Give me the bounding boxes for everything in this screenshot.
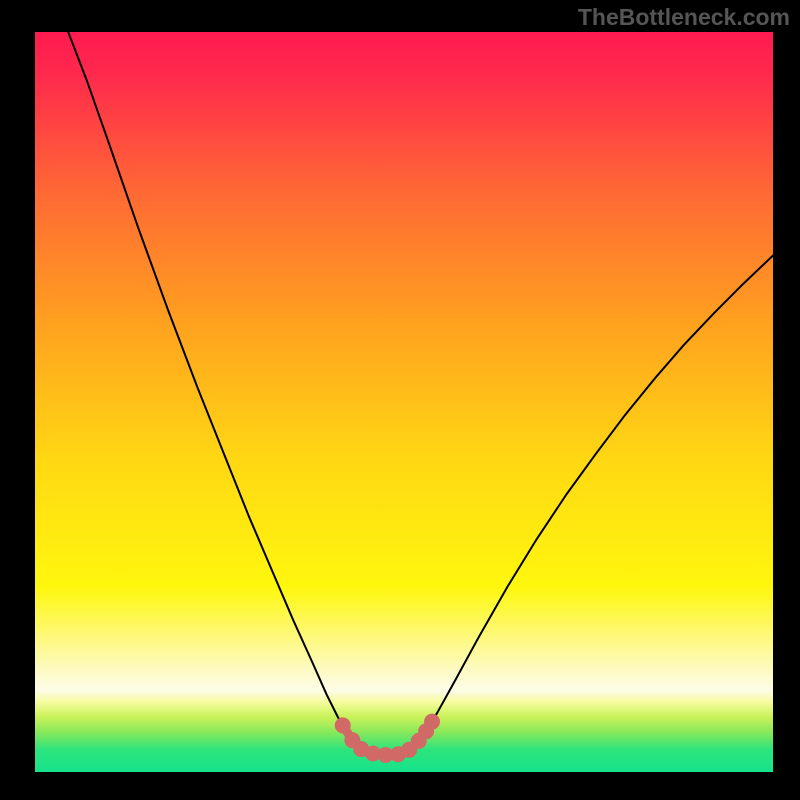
bottleneck-chart (35, 32, 773, 772)
optimal-range-marker (424, 714, 440, 730)
optimal-range-marker (335, 717, 351, 733)
chart-background-gradient (35, 32, 773, 772)
watermark-text: TheBottleneck.com (578, 4, 790, 31)
